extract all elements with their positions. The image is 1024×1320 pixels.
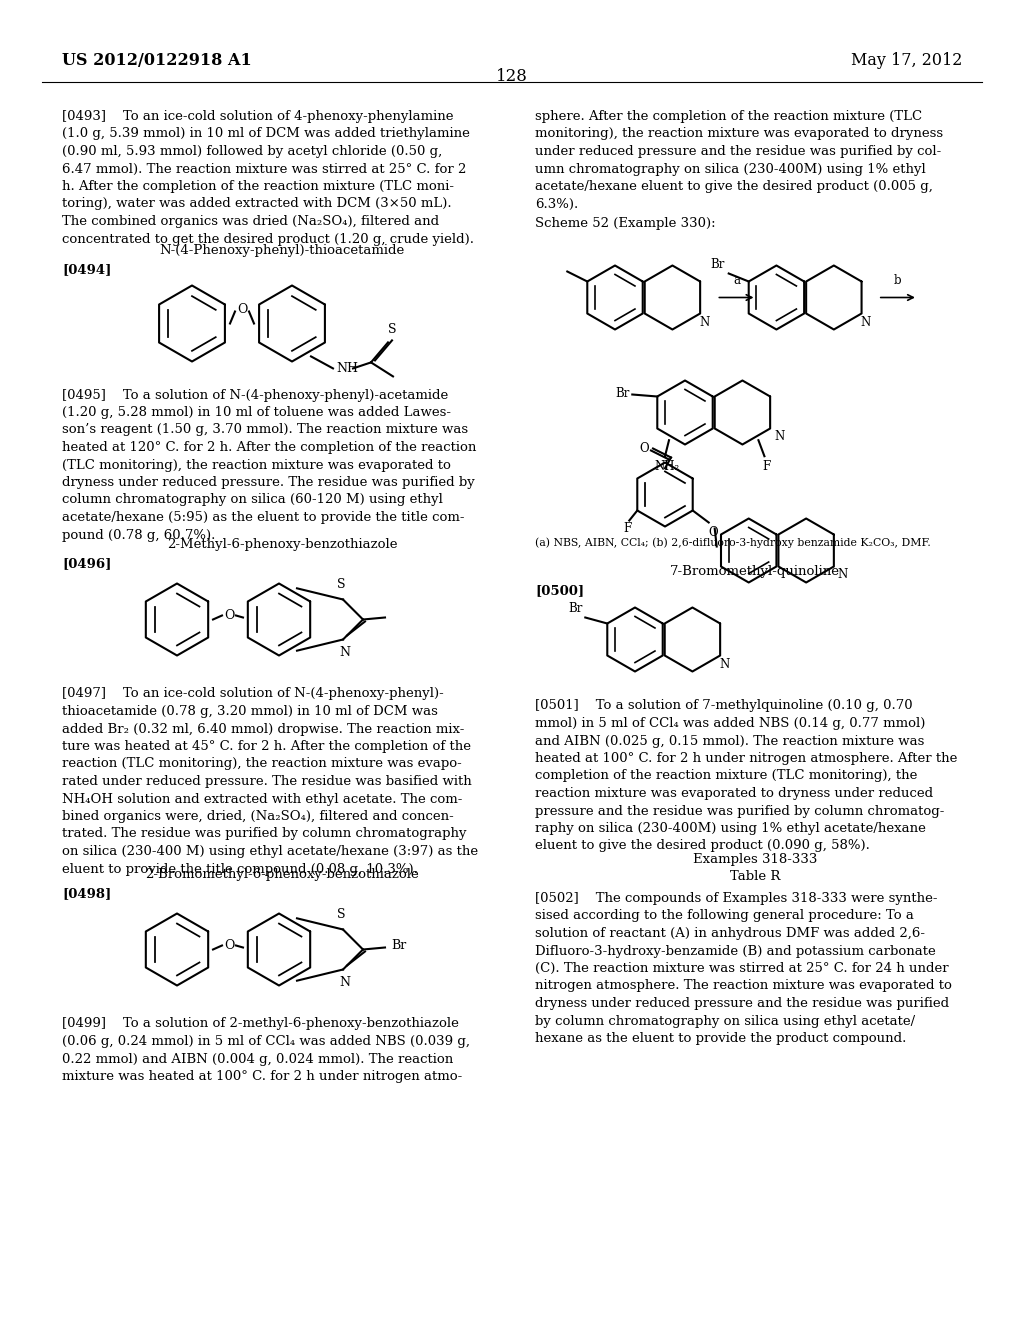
Text: O: O — [224, 939, 234, 952]
Text: 7-Bromomethyl-quinoline: 7-Bromomethyl-quinoline — [670, 565, 840, 578]
Text: N: N — [860, 315, 870, 329]
Text: US 2012/0122918 A1: US 2012/0122918 A1 — [62, 51, 252, 69]
Text: [0499]    To a solution of 2-methyl-6-phenoxy-benzothiazole
(0.06 g, 0.24 mmol) : [0499] To a solution of 2-methyl-6-pheno… — [62, 1018, 470, 1082]
Text: N: N — [838, 569, 848, 582]
Text: [0496]: [0496] — [62, 557, 112, 570]
Text: [0500]: [0500] — [535, 585, 584, 598]
Text: Table R: Table R — [730, 870, 780, 883]
Text: [0495]    To a solution of N-(4-phenoxy-phenyl)-acetamide
(1.20 g, 5.28 mmol) in: [0495] To a solution of N-(4-phenoxy-phe… — [62, 388, 476, 541]
Text: 2-Bromomethyl-6-phenoxy-benzothiazole: 2-Bromomethyl-6-phenoxy-benzothiazole — [145, 869, 419, 880]
Text: 128: 128 — [496, 69, 528, 84]
Text: O: O — [639, 442, 649, 455]
Text: NH₂: NH₂ — [654, 461, 680, 473]
Text: [0501]    To a solution of 7-methylquinoline (0.10 g, 0.70
mmol) in 5 ml of CCl₄: [0501] To a solution of 7-methylquinolin… — [535, 700, 957, 853]
Text: b: b — [894, 275, 902, 288]
Text: N: N — [719, 657, 729, 671]
Text: F: F — [762, 461, 770, 473]
Text: 2-Methyl-6-phenoxy-benzothiazole: 2-Methyl-6-phenoxy-benzothiazole — [167, 539, 397, 550]
Text: Scheme 52 (Example 330):: Scheme 52 (Example 330): — [535, 216, 716, 230]
Text: O: O — [237, 304, 247, 315]
Text: F: F — [624, 523, 632, 536]
Text: S: S — [388, 323, 396, 337]
Text: Br: Br — [391, 939, 407, 952]
Text: Br: Br — [568, 602, 583, 615]
Text: a: a — [733, 275, 740, 288]
Text: S: S — [337, 578, 345, 591]
Text: Br: Br — [711, 259, 725, 272]
Text: [0502]    The compounds of Examples 318-333 were synthe-
sised according to the : [0502] The compounds of Examples 318-333… — [535, 892, 952, 1045]
Text: O: O — [708, 527, 718, 540]
Text: NH: NH — [336, 362, 358, 375]
Text: Br: Br — [615, 387, 630, 400]
Text: N-(4-Phenoxy-phenyl)-thioacetamide: N-(4-Phenoxy-phenyl)-thioacetamide — [160, 244, 404, 257]
Text: May 17, 2012: May 17, 2012 — [851, 51, 962, 69]
Text: Examples 318-333: Examples 318-333 — [693, 853, 817, 866]
Text: N: N — [774, 430, 784, 444]
Text: [0494]: [0494] — [62, 264, 112, 276]
Text: S: S — [337, 908, 345, 921]
Text: N: N — [340, 645, 350, 659]
Text: [0497]    To an ice-cold solution of N-(4-phenoxy-phenyl)-
thioacetamide (0.78 g: [0497] To an ice-cold solution of N-(4-p… — [62, 688, 478, 875]
Text: N: N — [699, 315, 710, 329]
Text: [0493]    To an ice-cold solution of 4-phenoxy-phenylamine
(1.0 g, 5.39 mmol) in: [0493] To an ice-cold solution of 4-phen… — [62, 110, 474, 246]
Text: N: N — [340, 975, 350, 989]
Text: sphere. After the completion of the reaction mixture (TLC
monitoring), the react: sphere. After the completion of the reac… — [535, 110, 943, 210]
Text: [0498]: [0498] — [62, 887, 112, 900]
Text: (a) NBS, AIBN, CCl₄; (b) 2,6-difluoro-3-hydroxy benzamide K₂CO₃, DMF.: (a) NBS, AIBN, CCl₄; (b) 2,6-difluoro-3-… — [535, 537, 931, 548]
Text: O: O — [224, 609, 234, 622]
